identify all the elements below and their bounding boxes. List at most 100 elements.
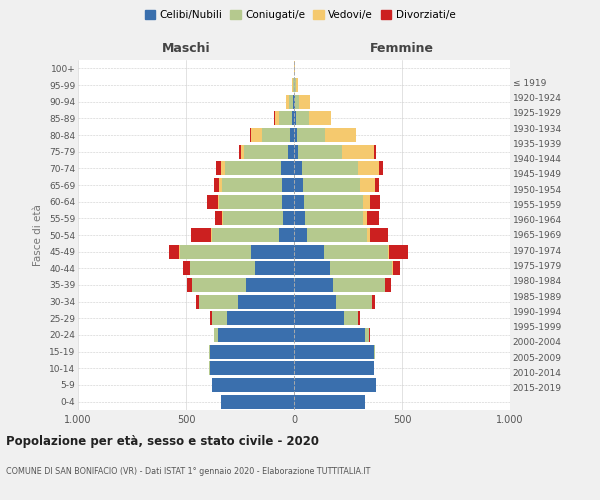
- Bar: [296, 78, 298, 92]
- Text: Anni di nascita: Anni di nascita: [597, 199, 600, 271]
- Bar: [294, 294, 336, 308]
- Bar: [389, 244, 409, 259]
- Bar: [298, 144, 341, 159]
- Bar: [191, 228, 211, 242]
- Bar: [304, 194, 363, 209]
- Bar: [302, 178, 360, 192]
- Bar: [341, 144, 374, 159]
- Bar: [193, 278, 247, 292]
- Bar: [212, 311, 227, 326]
- Bar: [385, 278, 391, 292]
- Bar: [210, 344, 294, 359]
- Bar: [363, 194, 370, 209]
- Bar: [294, 228, 307, 242]
- Bar: [255, 261, 294, 276]
- Bar: [199, 294, 238, 308]
- Bar: [293, 94, 294, 109]
- Bar: [289, 94, 293, 109]
- Bar: [367, 228, 370, 242]
- Bar: [296, 112, 309, 126]
- Bar: [179, 244, 251, 259]
- Bar: [307, 228, 367, 242]
- Bar: [329, 261, 392, 276]
- Bar: [370, 228, 388, 242]
- Bar: [363, 211, 367, 226]
- Bar: [294, 211, 305, 226]
- Bar: [184, 261, 190, 276]
- Bar: [388, 244, 389, 259]
- Bar: [374, 144, 376, 159]
- Bar: [238, 294, 294, 308]
- Bar: [336, 294, 372, 308]
- Legend: Celibi/Nubili, Coniugati/e, Vedovi/e, Divorziati/e: Celibi/Nubili, Coniugati/e, Vedovi/e, Di…: [143, 8, 457, 22]
- Bar: [212, 378, 294, 392]
- Bar: [210, 311, 212, 326]
- Bar: [282, 178, 294, 192]
- Bar: [365, 328, 369, 342]
- Bar: [294, 128, 297, 142]
- Bar: [344, 311, 358, 326]
- Bar: [214, 328, 218, 342]
- Bar: [294, 328, 365, 342]
- Bar: [169, 244, 179, 259]
- Bar: [358, 311, 359, 326]
- Bar: [196, 294, 199, 308]
- Bar: [290, 128, 294, 142]
- Bar: [244, 144, 287, 159]
- Bar: [294, 178, 302, 192]
- Bar: [294, 144, 298, 159]
- Bar: [247, 278, 294, 292]
- Bar: [295, 78, 296, 92]
- Bar: [302, 162, 358, 175]
- Bar: [294, 194, 304, 209]
- Bar: [223, 211, 283, 226]
- Bar: [294, 361, 374, 376]
- Bar: [367, 211, 379, 226]
- Bar: [324, 244, 388, 259]
- Bar: [262, 128, 290, 142]
- Bar: [279, 112, 292, 126]
- Bar: [294, 94, 295, 109]
- Bar: [222, 211, 223, 226]
- Bar: [275, 112, 279, 126]
- Bar: [294, 261, 329, 276]
- Text: COMUNE DI SAN BONIFACIO (VR) - Dati ISTAT 1° gennaio 2020 - Elaborazione TUTTITA: COMUNE DI SAN BONIFACIO (VR) - Dati ISTA…: [6, 468, 370, 476]
- Bar: [294, 344, 374, 359]
- Bar: [190, 261, 255, 276]
- Text: Femmine: Femmine: [370, 42, 434, 55]
- Bar: [218, 328, 294, 342]
- Bar: [393, 261, 400, 276]
- Bar: [333, 278, 385, 292]
- Bar: [358, 162, 379, 175]
- Bar: [209, 344, 210, 359]
- Bar: [370, 194, 380, 209]
- Bar: [210, 361, 294, 376]
- Bar: [295, 94, 299, 109]
- Bar: [309, 112, 331, 126]
- Bar: [220, 178, 221, 192]
- Bar: [292, 112, 294, 126]
- Bar: [282, 194, 294, 209]
- Bar: [216, 162, 221, 175]
- Bar: [294, 162, 302, 175]
- Bar: [281, 162, 294, 175]
- Bar: [294, 311, 344, 326]
- Text: Popolazione per età, sesso e stato civile - 2020: Popolazione per età, sesso e stato civil…: [6, 435, 319, 448]
- Bar: [225, 162, 281, 175]
- Bar: [325, 128, 356, 142]
- Bar: [294, 378, 376, 392]
- Bar: [211, 228, 212, 242]
- Bar: [294, 394, 365, 409]
- Bar: [251, 244, 294, 259]
- Y-axis label: Fasce di età: Fasce di età: [34, 204, 43, 266]
- Bar: [297, 128, 325, 142]
- Bar: [283, 211, 294, 226]
- Bar: [220, 194, 282, 209]
- Bar: [206, 194, 218, 209]
- Bar: [279, 228, 294, 242]
- Bar: [305, 211, 363, 226]
- Bar: [294, 112, 296, 126]
- Bar: [250, 128, 251, 142]
- Bar: [187, 278, 192, 292]
- Bar: [286, 94, 289, 109]
